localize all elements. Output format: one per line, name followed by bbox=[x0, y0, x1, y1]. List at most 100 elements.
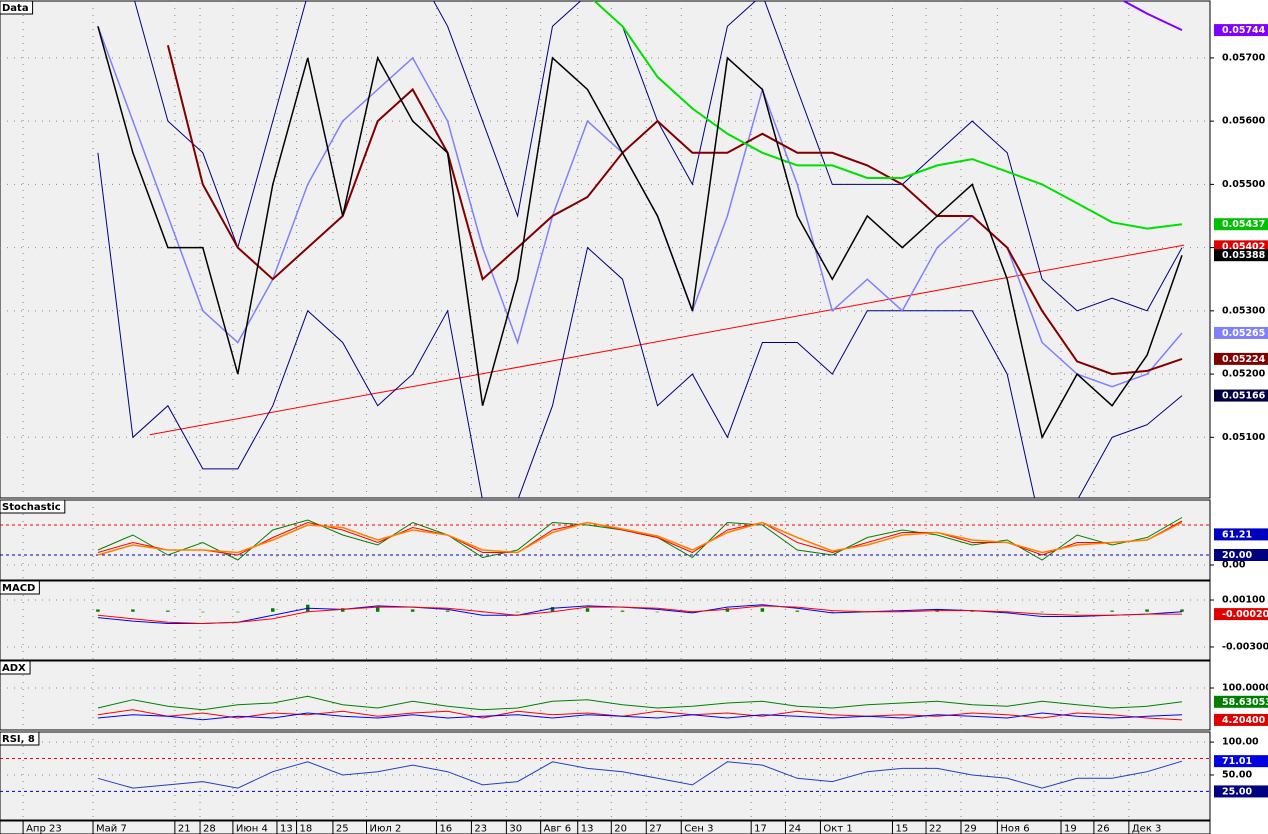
series-line bbox=[97, 709, 1183, 721]
histogram-bar bbox=[236, 611, 240, 613]
series-line bbox=[97, 605, 1182, 625]
value-badge bbox=[1214, 389, 1268, 402]
value-badge bbox=[1214, 24, 1268, 37]
histogram-bar bbox=[410, 609, 415, 612]
histogram-bar bbox=[515, 611, 520, 613]
histogram-bar bbox=[620, 610, 625, 612]
value-badge-label: 0.05744 bbox=[1222, 25, 1266, 36]
x-tick-label: 30 bbox=[509, 824, 522, 834]
panel-title-box bbox=[0, 731, 40, 746]
value-badge-label: 58.63053 bbox=[1222, 697, 1268, 708]
x-axis-strip bbox=[0, 820, 1211, 834]
x-tick-label: 13 bbox=[581, 824, 594, 834]
histogram-bar bbox=[1145, 609, 1149, 612]
series-line bbox=[97, 521, 1183, 556]
x-tick-label: 22 bbox=[929, 824, 942, 834]
panel-title-box bbox=[0, 0, 34, 15]
trend-line bbox=[149, 244, 1185, 436]
histogram-bar bbox=[725, 608, 730, 612]
value-badge-label: 4.20400 bbox=[1222, 715, 1266, 726]
value-badge-label: 61.21 bbox=[1222, 529, 1252, 540]
value-badge bbox=[1214, 608, 1268, 621]
histogram-bar bbox=[166, 610, 170, 612]
series-line bbox=[97, 152, 1183, 498]
x-tick-label: Июн 4 bbox=[236, 824, 268, 834]
y-tick-label: 0.05200 bbox=[1222, 369, 1266, 380]
value-badge-label: 0.05402 bbox=[1222, 241, 1265, 252]
plot-area bbox=[0, 499, 1211, 581]
panel-title: MACD bbox=[2, 583, 35, 594]
value-badge-label: 0.05265 bbox=[1222, 328, 1265, 339]
y-tick-label: 0.05600 bbox=[1222, 116, 1266, 127]
histogram-bar bbox=[585, 608, 590, 612]
histogram-bar bbox=[655, 611, 660, 613]
panel bbox=[0, 661, 1210, 730]
y-tick-label: -0.00300 bbox=[1222, 641, 1268, 652]
histogram-bar bbox=[1040, 611, 1044, 613]
histogram-bar bbox=[271, 608, 275, 612]
histogram-bar bbox=[96, 609, 100, 612]
series-line bbox=[1121, 1, 1183, 32]
plot-area bbox=[0, 580, 1211, 661]
series-line bbox=[97, 760, 1183, 789]
value-badge bbox=[1214, 549, 1268, 561]
x-tick-label: Сен 3 bbox=[684, 824, 713, 834]
value-badge bbox=[1214, 218, 1268, 231]
histogram-bar bbox=[830, 611, 835, 613]
value-badge-label: 0.05166 bbox=[1222, 391, 1266, 402]
panel bbox=[0, 500, 1210, 580]
y-tick-label: 0.05500 bbox=[1222, 179, 1266, 190]
x-tick-label: 16 bbox=[439, 824, 452, 834]
value-badge-label: 0.05437 bbox=[1222, 219, 1265, 230]
series-line bbox=[97, 26, 1183, 440]
series-line bbox=[166, 45, 1183, 376]
panel-title: ADX bbox=[2, 663, 26, 674]
histogram-bar bbox=[970, 610, 974, 612]
x-tick-label: 21 bbox=[178, 824, 191, 834]
value-badge-label: 20.00 bbox=[1222, 550, 1252, 561]
series-line bbox=[97, 695, 1183, 711]
histogram-bar bbox=[1180, 609, 1184, 612]
histogram-bar bbox=[1075, 611, 1079, 613]
histogram-bar bbox=[550, 607, 555, 612]
x-tick-label: Июл 2 bbox=[369, 824, 401, 834]
plot-area bbox=[0, 660, 1211, 731]
x-tick-label: 19 bbox=[1064, 824, 1077, 834]
x-tick-label: 28 bbox=[203, 824, 216, 834]
value-badge bbox=[1214, 249, 1268, 262]
value-badge bbox=[1214, 326, 1268, 339]
x-tick-label: 27 bbox=[649, 824, 662, 834]
x-tick-label: 17 bbox=[754, 824, 767, 834]
panel-title-box bbox=[0, 499, 66, 514]
value-badge-label: 0.05388 bbox=[1222, 250, 1266, 261]
series-line bbox=[97, 604, 1183, 624]
histogram-bar bbox=[131, 609, 135, 612]
x-tick-label: Ноя 6 bbox=[1000, 824, 1029, 834]
y-tick-label: 0.00100 bbox=[1222, 595, 1266, 606]
panel-title: Stochastic bbox=[2, 502, 61, 513]
histogram-bar bbox=[900, 610, 905, 612]
plot-area bbox=[0, 731, 1211, 821]
y-tick-label: 50.00 bbox=[1222, 769, 1252, 780]
series-line bbox=[592, 1, 1183, 230]
x-tick-label: 13 bbox=[280, 824, 293, 834]
panel-title: RSI, 8 bbox=[2, 734, 35, 745]
x-tick-label: Апр 23 bbox=[26, 824, 62, 834]
histogram-bar bbox=[760, 608, 765, 612]
histogram-bar bbox=[1110, 610, 1114, 612]
value-badge-label: 0.05224 bbox=[1222, 354, 1266, 365]
x-tick-label: 26 bbox=[1097, 824, 1110, 834]
y-tick-label: 0.05300 bbox=[1222, 305, 1266, 316]
x-tick-label: 15 bbox=[895, 824, 908, 834]
value-badge-label: 25.00 bbox=[1222, 786, 1252, 797]
histogram-bar bbox=[375, 607, 380, 612]
panel bbox=[0, 732, 1210, 820]
value-badge bbox=[1214, 785, 1268, 798]
series-line bbox=[134, 1, 1183, 312]
y-tick-label: 0.05700 bbox=[1222, 52, 1266, 63]
x-tick-label: Май 7 bbox=[96, 824, 127, 834]
panel-title: Data bbox=[2, 3, 29, 14]
value-badge-label: -0.00020 bbox=[1222, 609, 1268, 620]
